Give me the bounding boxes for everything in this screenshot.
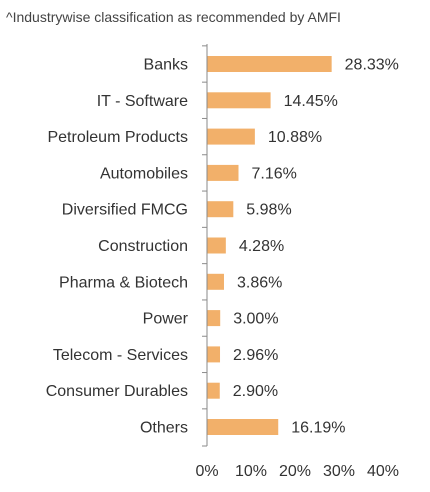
x-tick-label: 30% [323,463,355,480]
x-tick-label: 40% [367,463,399,480]
value-label: 5.98% [246,202,291,219]
value-label: 2.90% [233,383,278,400]
chart-note: ^Industrywise classification as recommen… [6,9,341,25]
category-label: Automobiles [100,165,188,182]
bars-layer: Banks 28.33% IT - Software 14.45% Petroleum … [46,45,399,447]
category-label: Telecom - Services [53,347,188,364]
x-axis-ticks: 0% 10% 20% 30% 40% [195,463,399,480]
value-label: 28.33% [345,57,399,74]
bar [207,164,239,181]
value-label: 3.00% [233,311,278,328]
category-label: Pharma & Biotech [59,274,188,291]
category-label: Others [140,420,188,437]
bar [207,56,332,72]
value-label: 10.88% [268,129,322,146]
bar [207,237,226,254]
bar [207,419,279,435]
x-tick-label: 0% [195,463,218,480]
bar [207,128,255,145]
bar [207,273,224,290]
value-label: 3.86% [237,274,282,291]
category-label: Petroleum Products [47,129,188,146]
x-tick-label: 10% [235,463,267,480]
bar [207,346,221,363]
bar [207,310,221,327]
category-label: Diversified FMCG [62,202,188,219]
category-label: Banks [144,57,188,74]
value-label: 16.19% [291,420,345,437]
category-label: Consumer Durables [46,383,188,400]
x-tick-label: 20% [279,463,311,480]
value-label: 4.28% [239,238,284,255]
value-label: 2.96% [233,347,278,364]
bar [207,201,234,218]
value-label: 14.45% [284,93,338,110]
category-label: Construction [98,238,188,255]
bar [207,92,271,109]
bar [207,382,220,399]
category-label: IT - Software [97,93,188,110]
value-label: 7.16% [252,165,297,182]
category-label: Power [143,311,189,328]
